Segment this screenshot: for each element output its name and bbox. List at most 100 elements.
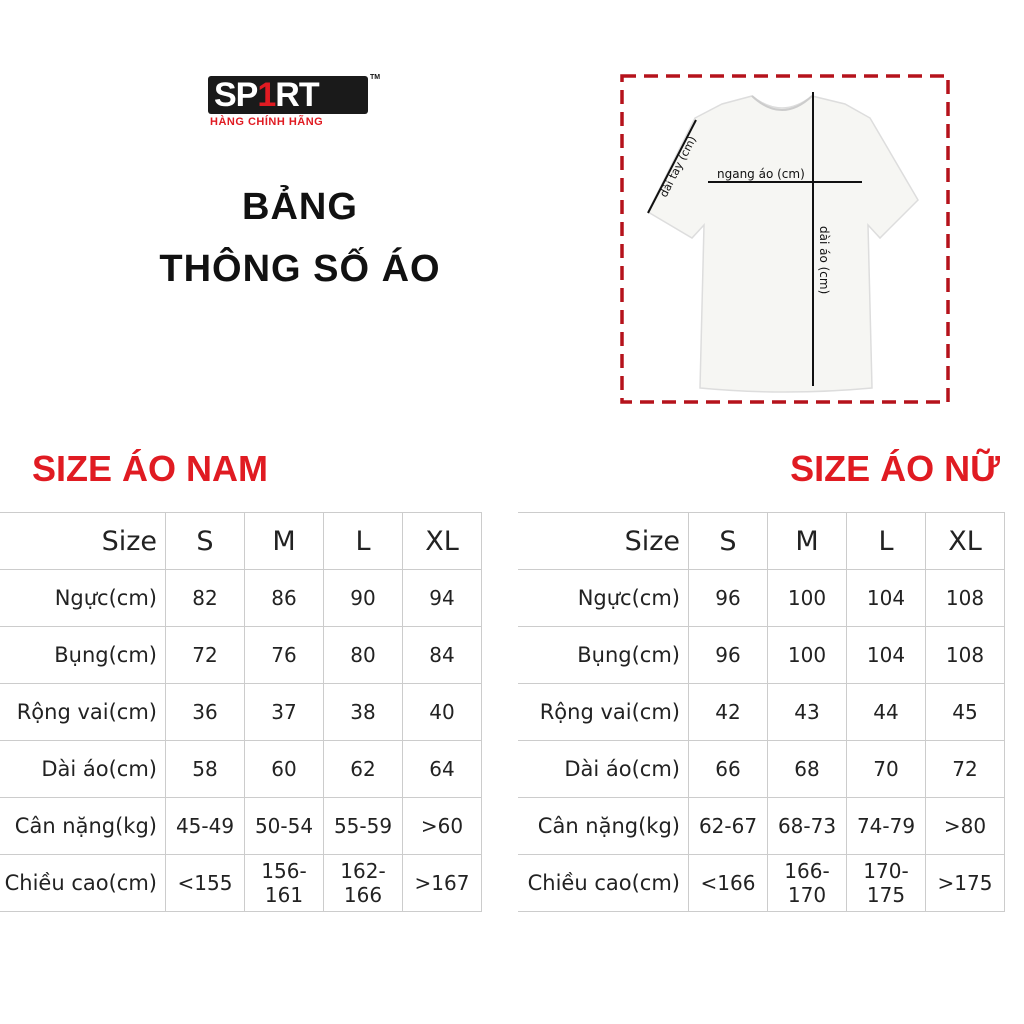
- table-cell: 82: [165, 569, 245, 627]
- row-label: Dài áo(cm): [518, 740, 689, 798]
- table-cell: XL: [402, 512, 482, 570]
- table-cell: 166-170: [767, 854, 847, 912]
- row-label: Bụng(cm): [0, 626, 166, 684]
- table-row: Bụng(cm) 72 76 80 84: [0, 626, 482, 684]
- table-cell: M: [767, 512, 847, 570]
- table-cell: 58: [165, 740, 245, 798]
- table-row: Bụng(cm) 96 100 104 108: [518, 626, 1005, 684]
- tshirt-shape: [647, 95, 919, 393]
- logo-text-one: 1: [257, 76, 276, 114]
- table-cell: S: [165, 512, 245, 570]
- row-label: Chiều cao(cm): [518, 854, 689, 912]
- row-label: Bụng(cm): [518, 626, 689, 684]
- logo-text-sp: SP: [214, 76, 258, 114]
- table-cell: 108: [925, 626, 1005, 684]
- table-cell: 44: [846, 683, 926, 741]
- row-label: Size: [0, 512, 166, 570]
- table-cell: 156-161: [244, 854, 324, 912]
- table-cell: 68-73: [767, 797, 847, 855]
- table-header-row: Size S M L XL: [0, 512, 482, 570]
- logo-wordmark: SP1RT: [214, 76, 320, 114]
- table-row: Dài áo(cm) 58 60 62 64: [0, 740, 482, 798]
- table-row: Cân nặng(kg) 62-67 68-73 74-79 >80: [518, 797, 1005, 855]
- shirt-measurement-diagram: ngang áo (cm) dài áo (cm) dài tay (cm): [620, 74, 950, 404]
- women-size-table: Size S M L XL Ngực(cm) 96 100 104 108 Bụng(cm) 96 10…: [518, 512, 1005, 912]
- table-cell: 72: [925, 740, 1005, 798]
- table-cell: 74-79: [846, 797, 926, 855]
- table-cell: <155: [165, 854, 245, 912]
- row-label: Ngực(cm): [0, 569, 166, 627]
- table-cell: 96: [688, 569, 768, 627]
- table-cell: >60: [402, 797, 482, 855]
- table-row: Ngực(cm) 82 86 90 94: [0, 569, 482, 627]
- table-cell: 60: [244, 740, 324, 798]
- table-cell: 86: [244, 569, 324, 627]
- table-row: Dài áo(cm) 66 68 70 72: [518, 740, 1005, 798]
- table-cell: >175: [925, 854, 1005, 912]
- table-cell: 162-166: [323, 854, 403, 912]
- table-cell: 70: [846, 740, 926, 798]
- men-size-heading: SIZE ÁO NAM: [32, 448, 269, 489]
- sport1-logo: SP1RT TM HÀNG CHÍNH HÃNG: [208, 74, 381, 136]
- table-cell: 108: [925, 569, 1005, 627]
- table-row: Cân nặng(kg) 45-49 50-54 55-59 >60: [0, 797, 482, 855]
- table-cell: M: [244, 512, 324, 570]
- table-cell: 62-67: [688, 797, 768, 855]
- row-label: Dài áo(cm): [0, 740, 166, 798]
- width-label: ngang áo (cm): [717, 167, 805, 181]
- table-cell: 80: [323, 626, 403, 684]
- table-cell: 42: [688, 683, 768, 741]
- table-cell: 104: [846, 626, 926, 684]
- dashed-border: [620, 74, 950, 404]
- table-cell: 68: [767, 740, 847, 798]
- table-cell: L: [846, 512, 926, 570]
- table-row: Chiều cao(cm) <166 166-170 170-175 >175: [518, 854, 1005, 912]
- logo-tagline: HÀNG CHÍNH HÃNG: [210, 116, 324, 128]
- table-cell: 62: [323, 740, 403, 798]
- table-cell: 38: [323, 683, 403, 741]
- row-label: Ngực(cm): [518, 569, 689, 627]
- table-header-row: Size S M L XL: [518, 512, 1005, 570]
- table-cell: 90: [323, 569, 403, 627]
- row-label: Cân nặng(kg): [0, 797, 166, 855]
- sleeve-line: [647, 119, 697, 214]
- table-cell: 50-54: [244, 797, 324, 855]
- logo-trademark: TM: [370, 74, 381, 81]
- length-label: dài áo (cm): [817, 226, 831, 294]
- table-row: Rộng vai(cm) 36 37 38 40: [0, 683, 482, 741]
- table-cell: 43: [767, 683, 847, 741]
- row-label: Cân nặng(kg): [518, 797, 689, 855]
- table-cell: 94: [402, 569, 482, 627]
- table-cell: S: [688, 512, 768, 570]
- table-cell: 84: [402, 626, 482, 684]
- table-cell: XL: [925, 512, 1005, 570]
- men-size-table: Size S M L XL Ngực(cm) 82 86 90 94 Bụng(cm) 72 76 80 8…: [0, 512, 482, 912]
- table-cell: 64: [402, 740, 482, 798]
- table-row: Ngực(cm) 96 100 104 108: [518, 569, 1005, 627]
- table-cell: 40: [402, 683, 482, 741]
- table-cell: 45-49: [165, 797, 245, 855]
- table-cell: 96: [688, 626, 768, 684]
- table-cell: 76: [244, 626, 324, 684]
- table-cell: 100: [767, 569, 847, 627]
- table-cell: 36: [165, 683, 245, 741]
- title-line-2: THÔNG SỐ ÁO: [159, 248, 441, 290]
- table-cell: 45: [925, 683, 1005, 741]
- collar: [751, 95, 813, 111]
- women-size-heading: SIZE ÁO NỮ: [790, 448, 1000, 489]
- table-row: Rộng vai(cm) 42 43 44 45: [518, 683, 1005, 741]
- table-cell: >80: [925, 797, 1005, 855]
- table-cell: 170-175: [846, 854, 926, 912]
- logo-box: [208, 76, 368, 114]
- table-row: Chiều cao(cm) <155 156-161 162-166 >167: [0, 854, 482, 912]
- row-label: Rộng vai(cm): [518, 683, 689, 741]
- title-line-1: BẢNG: [242, 186, 358, 228]
- page-title: BẢNG THÔNG SỐ ÁO: [120, 176, 480, 300]
- table-cell: <166: [688, 854, 768, 912]
- row-label: Size: [518, 512, 689, 570]
- table-cell: 104: [846, 569, 926, 627]
- table-cell: L: [323, 512, 403, 570]
- logo-text-rt: RT: [275, 76, 319, 114]
- table-cell: 100: [767, 626, 847, 684]
- row-label: Chiều cao(cm): [0, 854, 166, 912]
